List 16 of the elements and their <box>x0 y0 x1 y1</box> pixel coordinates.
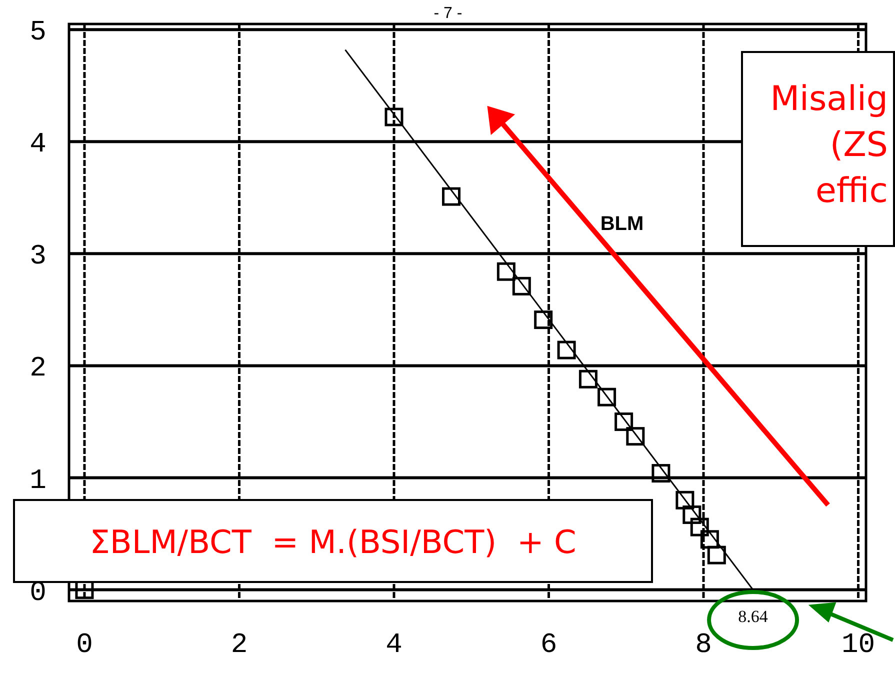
x-tick-label: 2 <box>230 630 248 661</box>
x-tick-label: 6 <box>540 630 558 661</box>
annotation: BLM <box>600 213 644 235</box>
x-tick-label: 4 <box>386 630 402 661</box>
annotation: Misalig (ZS effic <box>770 79 888 211</box>
text: - 7 - <box>434 5 462 22</box>
x-tick-label: 8 <box>695 630 712 661</box>
y-tick-label: 4 <box>30 130 46 161</box>
y-tick-label: 3 <box>30 242 46 273</box>
annotation: ΣBLM/BCT = M.(BSI/BCT) + C <box>90 523 576 561</box>
y-tick-label: 1 <box>30 466 46 497</box>
y-tick-label: 5 <box>30 18 46 49</box>
annotation: 8.64 <box>738 606 768 626</box>
y-tick-label: 2 <box>30 354 46 385</box>
x-tick-label: 0 <box>76 630 93 661</box>
x-tick-label: 10 <box>841 630 876 661</box>
